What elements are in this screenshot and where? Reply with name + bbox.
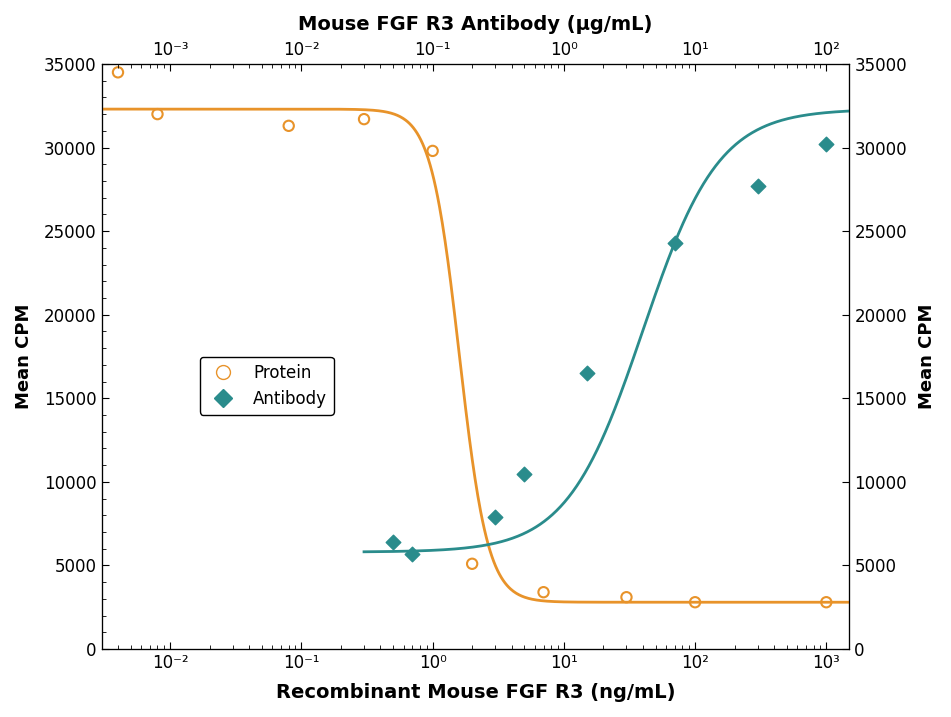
Legend: Protein, Antibody: Protein, Antibody xyxy=(200,357,334,414)
Protein xyxy=(619,592,634,603)
Antibody xyxy=(405,548,420,559)
Protein xyxy=(150,108,165,120)
Protein xyxy=(464,558,479,569)
Protein xyxy=(110,67,126,78)
Antibody xyxy=(385,536,400,548)
Protein xyxy=(357,113,372,125)
Antibody xyxy=(488,511,503,523)
Protein xyxy=(281,120,297,131)
X-axis label: Mouse FGF R3 Antibody (μg/mL): Mouse FGF R3 Antibody (μg/mL) xyxy=(299,15,652,34)
Y-axis label: Mean CPM: Mean CPM xyxy=(918,304,936,409)
Protein xyxy=(536,587,552,598)
Protein xyxy=(425,145,440,156)
Protein xyxy=(819,597,834,608)
Antibody xyxy=(668,237,683,249)
Antibody xyxy=(516,467,532,479)
Antibody xyxy=(882,112,897,123)
Antibody xyxy=(579,368,594,379)
Antibody xyxy=(858,117,873,128)
Protein xyxy=(688,597,703,608)
Antibody xyxy=(819,138,834,150)
X-axis label: Recombinant Mouse FGF R3 (ng/mL): Recombinant Mouse FGF R3 (ng/mL) xyxy=(276,683,675,702)
Y-axis label: Mean CPM: Mean CPM xyxy=(15,304,33,409)
Antibody xyxy=(750,180,766,191)
